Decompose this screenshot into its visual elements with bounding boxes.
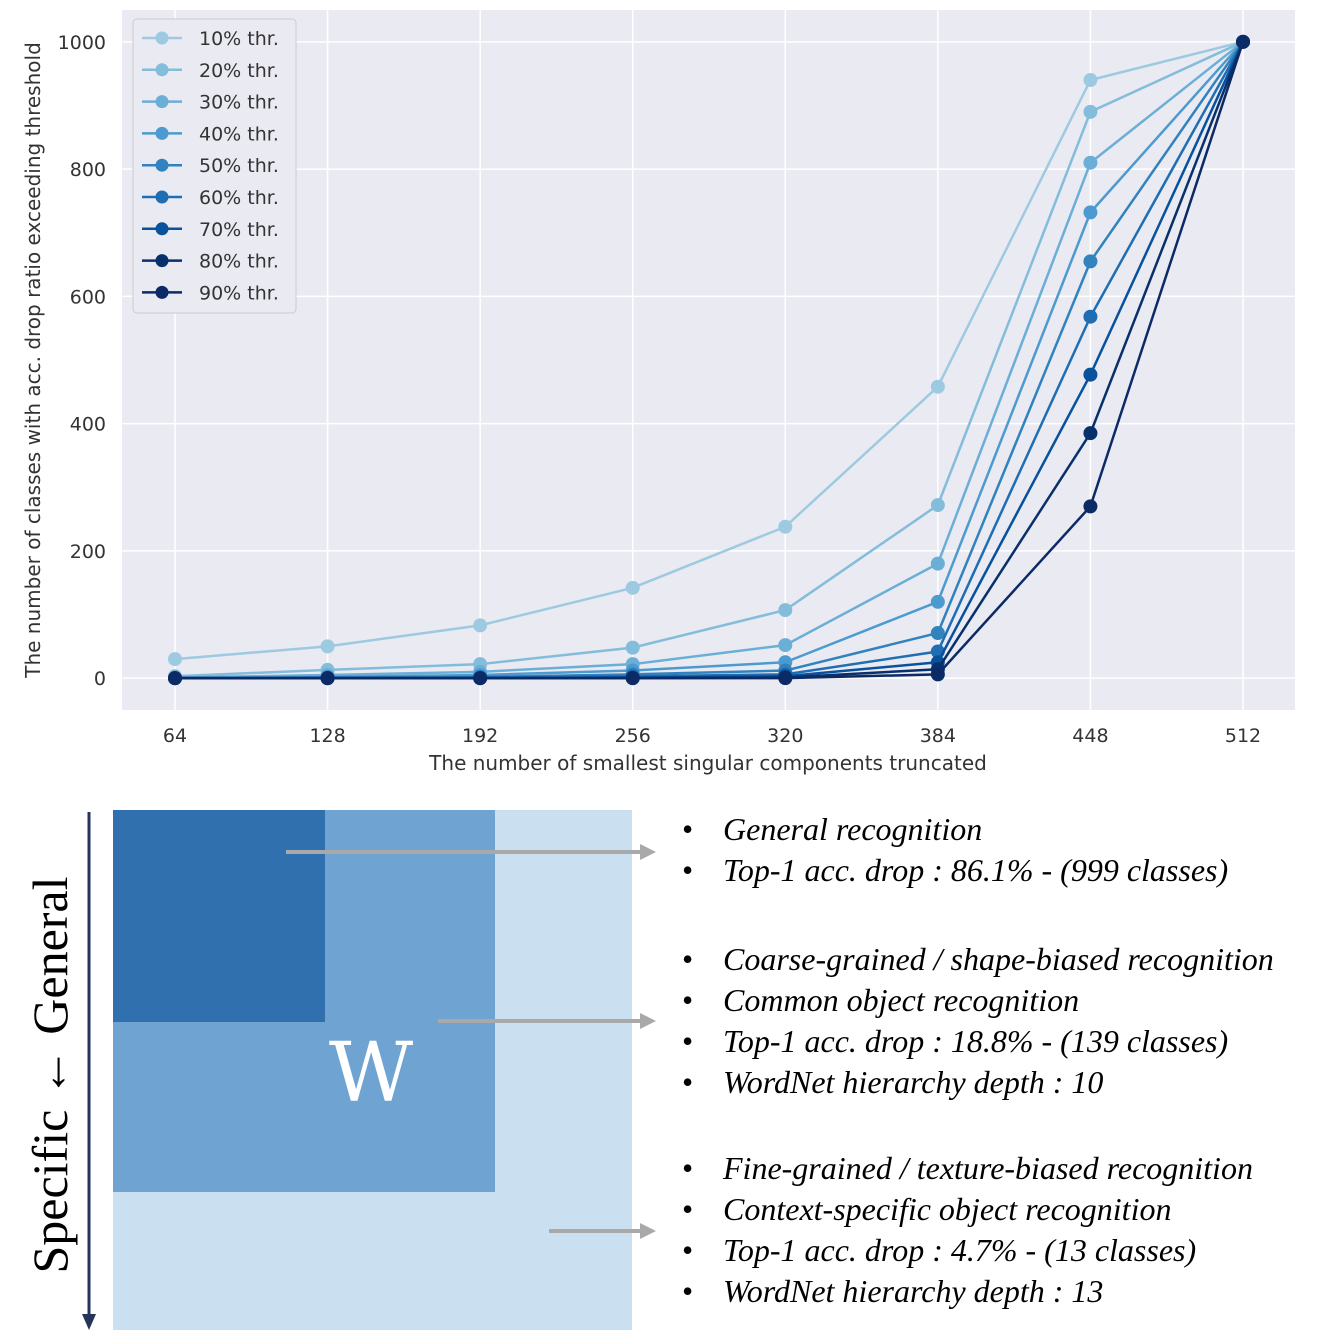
legend-label: 40% thr. <box>199 123 279 145</box>
x-tick-label: 448 <box>1072 725 1108 747</box>
line-chart: 64 128 192 256 320 384 448 512 0 200 400 600 800 100… <box>21 10 1295 775</box>
legend-marker <box>155 158 169 172</box>
general-group: General recognition Top-1 acc. drop : 86… <box>682 809 1228 891</box>
data-point <box>625 580 640 595</box>
data-point <box>930 498 945 513</box>
y-axis-title: The number of classes with acc. drop rat… <box>21 42 45 679</box>
series-line <box>174 40 1244 678</box>
data-point <box>778 638 793 653</box>
x-tick-label: 128 <box>309 725 345 747</box>
x-axis-title: The number of smallest singular componen… <box>428 751 987 775</box>
data-point <box>930 379 945 394</box>
coarse-group: Coarse-grained / shape-biased recognitio… <box>682 939 1274 1103</box>
data-point <box>1083 155 1098 170</box>
legend-marker <box>155 285 169 299</box>
y-tick-label: 400 <box>70 414 106 436</box>
plot-area <box>122 10 1295 710</box>
x-tick-label: 320 <box>767 725 803 747</box>
matrix-inner-block <box>113 810 325 1022</box>
legend-label: 80% thr. <box>199 251 279 273</box>
data-point <box>473 671 488 686</box>
list-item: Context-specific object recognition <box>682 1189 1253 1230</box>
specific-general-label: Specific ← General <box>22 876 78 1274</box>
y-tick-label: 0 <box>94 668 106 690</box>
list-item: WordNet hierarchy depth : 13 <box>682 1271 1253 1312</box>
data-point <box>168 671 182 686</box>
data-point <box>625 640 640 655</box>
list-item: General recognition <box>682 809 1228 850</box>
data-point <box>1083 367 1098 382</box>
y-tick-label: 800 <box>70 159 106 181</box>
list-item: Top-1 acc. drop : 86.1% - (999 classes) <box>682 850 1228 891</box>
legend-label: 60% thr. <box>199 187 279 209</box>
list-item: Fine-grained / texture-biased recognitio… <box>682 1148 1253 1189</box>
legend-marker <box>155 126 169 140</box>
legend-label: 30% thr. <box>199 92 279 114</box>
x-tick-label: 512 <box>1225 725 1261 747</box>
arrow-general-head <box>640 844 656 860</box>
legend-marker <box>155 63 169 77</box>
data-point <box>625 671 640 686</box>
data-point <box>168 652 182 667</box>
legend-marker <box>155 190 169 204</box>
data-point <box>1236 34 1250 49</box>
data-point <box>473 618 488 633</box>
legend-marker <box>155 31 169 45</box>
data-point <box>778 519 793 534</box>
legend-box <box>132 18 297 314</box>
arrow-coarse-head <box>640 1013 656 1029</box>
legend-label: 70% thr. <box>199 219 279 241</box>
list-item: Top-1 acc. drop : 18.8% - (139 classes) <box>682 1021 1274 1062</box>
data-point <box>1083 205 1098 220</box>
list-item: Common object recognition <box>682 980 1274 1021</box>
legend-label: 90% thr. <box>199 282 279 304</box>
axis-arrowhead <box>82 1314 96 1330</box>
legend-label: 20% thr. <box>199 60 279 82</box>
matrix-label: W <box>328 1026 414 1121</box>
series-line <box>174 40 1244 661</box>
series-line <box>175 41 1245 680</box>
series-layer <box>168 34 1250 686</box>
x-tick-labels: 64 128 192 256 320 384 448 512 <box>163 725 1261 747</box>
legend: 10% thr. 20% thr. 30% thr. 40% thr. 50% thr.… <box>132 18 297 314</box>
data-point <box>1083 499 1098 514</box>
data-point <box>1083 309 1098 324</box>
fine-group: Fine-grained / texture-biased recognitio… <box>682 1148 1253 1312</box>
x-tick-label: 256 <box>615 725 651 747</box>
x-tick-label: 384 <box>920 725 956 747</box>
arrow-fine-head <box>640 1223 656 1239</box>
data-point <box>1083 426 1098 441</box>
x-tick-label: 64 <box>163 725 187 747</box>
legend-marker <box>155 95 169 109</box>
x-tick-label: 192 <box>462 725 498 747</box>
list-item: Coarse-grained / shape-biased recognitio… <box>682 939 1274 980</box>
data-point <box>778 671 793 686</box>
data-point <box>320 639 335 654</box>
legend-label: 50% thr. <box>199 155 279 177</box>
list-item: WordNet hierarchy depth : 10 <box>682 1062 1274 1103</box>
data-point <box>930 626 945 640</box>
data-point <box>1083 73 1098 87</box>
data-point <box>930 667 945 682</box>
legend-marker <box>155 254 169 268</box>
legend-label: 10% thr. <box>199 28 279 50</box>
y-tick-label: 200 <box>70 541 106 563</box>
y-tick-label: 600 <box>70 286 106 308</box>
series-line <box>174 40 1244 679</box>
legend-marker <box>155 222 169 236</box>
list-item: Top-1 acc. drop : 4.7% - (13 classes) <box>682 1230 1253 1271</box>
data-point <box>1083 254 1098 269</box>
y-tick-label: 1000 <box>58 32 106 54</box>
data-point <box>778 603 793 618</box>
y-tick-labels: 0 200 400 600 800 1000 <box>58 32 106 690</box>
diagram-arrows <box>82 812 656 1330</box>
series-9 <box>168 34 1250 686</box>
data-point <box>320 671 335 686</box>
data-point <box>930 556 945 571</box>
data-point <box>1083 104 1098 119</box>
data-point <box>930 594 945 609</box>
